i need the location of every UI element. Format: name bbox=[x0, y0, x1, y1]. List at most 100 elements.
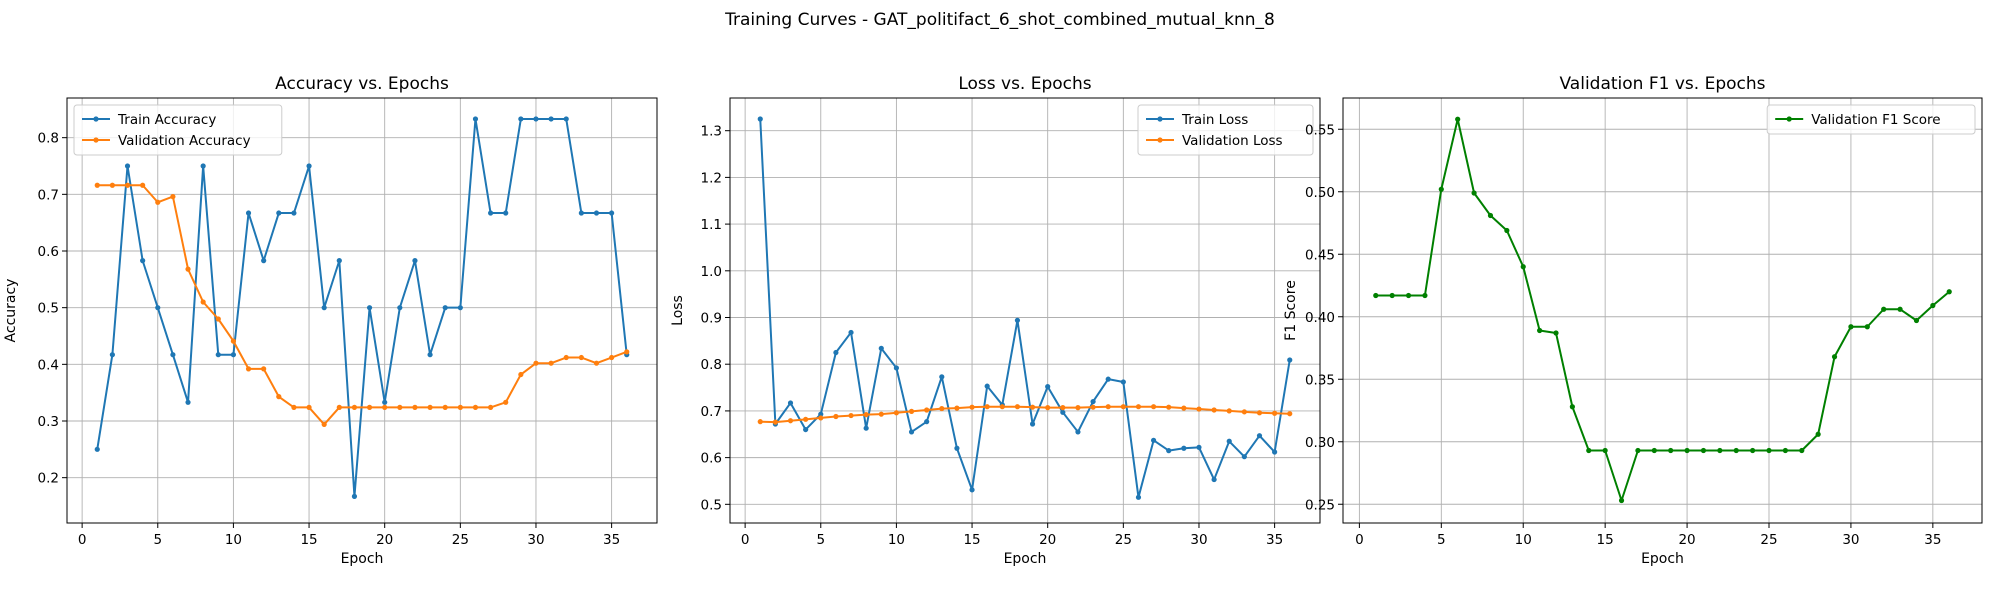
data-point bbox=[1537, 327, 1543, 334]
x-axis-label: Epoch bbox=[1004, 551, 1047, 567]
data-point bbox=[833, 349, 839, 356]
series-line bbox=[759, 118, 1291, 499]
data-point bbox=[1815, 431, 1821, 437]
y-axis-label: F1 Score bbox=[1283, 280, 1299, 341]
x-tick-label: 0 bbox=[78, 532, 87, 548]
data-point bbox=[984, 383, 990, 389]
data-point bbox=[457, 305, 463, 311]
legend-marker bbox=[1157, 137, 1163, 143]
legend: Train Accuracy Validation Accuracy bbox=[73, 104, 283, 156]
data-point bbox=[969, 404, 975, 410]
data-point bbox=[1045, 405, 1051, 411]
data-point bbox=[1504, 227, 1510, 234]
data-point bbox=[593, 210, 600, 216]
x-tick-label: 20 bbox=[1039, 532, 1056, 548]
data-point bbox=[787, 400, 794, 406]
y-tick-label: 0.8 bbox=[701, 357, 722, 373]
x-tick-label: 35 bbox=[603, 532, 620, 548]
data-point bbox=[503, 399, 509, 405]
data-point bbox=[833, 413, 839, 420]
legend-label: Validation Accuracy bbox=[118, 133, 251, 149]
data-point bbox=[276, 210, 282, 216]
data-point bbox=[1750, 447, 1756, 454]
y-axis-label: Loss bbox=[670, 295, 686, 326]
y-tick-label: 0.45 bbox=[1305, 247, 1335, 263]
data-point bbox=[1226, 438, 1232, 444]
legend-marker bbox=[1786, 116, 1792, 122]
data-point bbox=[1211, 476, 1217, 483]
data-point bbox=[548, 116, 554, 122]
data-point bbox=[1166, 404, 1172, 410]
data-point bbox=[1766, 447, 1772, 454]
data-point bbox=[1602, 447, 1608, 454]
data-point bbox=[1090, 398, 1096, 405]
data-point bbox=[1150, 404, 1157, 410]
legend-label: Validation Loss bbox=[1182, 133, 1283, 149]
data-point bbox=[1717, 447, 1723, 454]
x-tick-label: 0 bbox=[1355, 532, 1364, 548]
legend-marker bbox=[93, 137, 99, 143]
x-tick-label: 15 bbox=[1597, 532, 1614, 548]
x-axis-label: Epoch bbox=[1641, 551, 1684, 567]
data-point bbox=[1241, 409, 1247, 415]
data-point bbox=[1045, 384, 1051, 390]
data-point bbox=[1553, 330, 1559, 336]
legend: Validation F1 Score bbox=[1766, 104, 1976, 135]
data-point bbox=[382, 399, 388, 405]
x-tick-label: 10 bbox=[225, 532, 242, 548]
data-point bbox=[245, 366, 252, 372]
data-point bbox=[818, 415, 824, 421]
y-tick-label: 1.2 bbox=[701, 170, 722, 186]
plot-frame bbox=[729, 97, 1321, 524]
data-point bbox=[548, 360, 554, 366]
data-point bbox=[1120, 379, 1126, 385]
data-point bbox=[893, 365, 900, 371]
legend-marker bbox=[93, 116, 99, 122]
x-axis-label: Epoch bbox=[341, 551, 384, 567]
data-point bbox=[291, 210, 297, 216]
data-point bbox=[291, 404, 297, 410]
data-point bbox=[908, 429, 915, 435]
data-point bbox=[924, 419, 930, 425]
data-point bbox=[245, 210, 252, 216]
x-tick-label: 25 bbox=[1115, 532, 1132, 548]
data-point bbox=[1272, 449, 1278, 455]
data-point bbox=[1389, 292, 1395, 299]
data-point bbox=[924, 407, 930, 413]
data-point bbox=[518, 116, 524, 122]
data-point bbox=[1438, 186, 1444, 192]
data-point bbox=[757, 116, 763, 122]
data-point bbox=[94, 182, 100, 188]
data-point bbox=[200, 299, 206, 305]
legend-frame bbox=[73, 104, 283, 156]
data-point bbox=[230, 338, 237, 344]
data-point bbox=[939, 405, 945, 412]
series-line bbox=[760, 405, 1290, 424]
data-point bbox=[1029, 421, 1036, 427]
data-point bbox=[1196, 444, 1202, 450]
data-point bbox=[140, 182, 146, 188]
x-tick-label: 15 bbox=[300, 532, 317, 548]
data-point bbox=[1241, 454, 1247, 460]
y-tick-label: 0.35 bbox=[1305, 372, 1335, 388]
data-point bbox=[1075, 405, 1081, 411]
data-point bbox=[1913, 317, 1920, 324]
data-point bbox=[533, 360, 539, 366]
data-point bbox=[124, 163, 131, 169]
data-point bbox=[427, 352, 433, 358]
data-point bbox=[503, 210, 509, 216]
data-point bbox=[397, 305, 403, 311]
y-tick-label: 0.5 bbox=[38, 301, 59, 317]
data-point bbox=[321, 421, 327, 427]
data-point bbox=[1287, 411, 1293, 417]
y-tick-label: 0.40 bbox=[1305, 310, 1335, 326]
chart-panel-2: 0 5 10 15 20 25 30 35 0.5 0.6 0.7 0.8 0.9 1.0 1.1 1.2 1.… bbox=[670, 74, 1321, 567]
data-point bbox=[155, 199, 161, 205]
data-point bbox=[1029, 404, 1036, 410]
data-point bbox=[1135, 494, 1142, 500]
data-point bbox=[351, 493, 358, 499]
data-point bbox=[878, 411, 884, 417]
data-point bbox=[472, 404, 479, 410]
data-point bbox=[624, 349, 630, 355]
data-point bbox=[109, 352, 115, 358]
